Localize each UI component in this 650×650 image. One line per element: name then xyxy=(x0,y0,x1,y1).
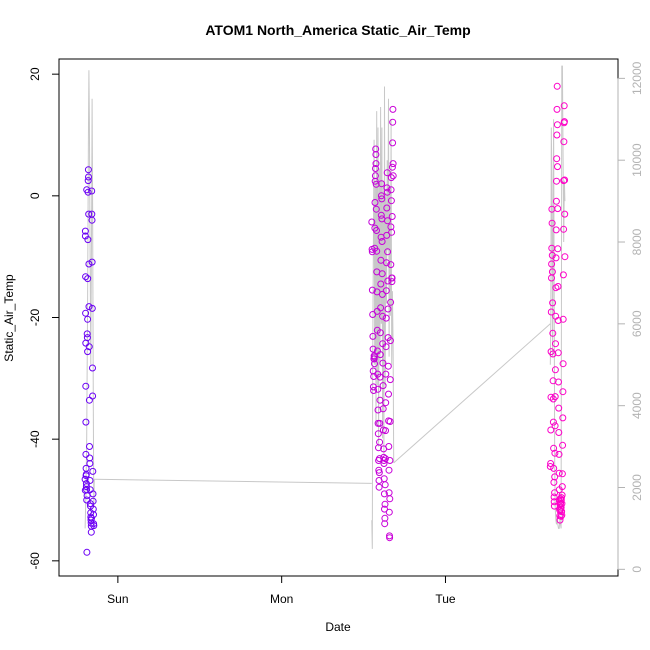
y2-tick-label: 0 xyxy=(630,566,644,573)
y2-tick-label: 2000 xyxy=(630,474,644,501)
y2-tick-label: 12000 xyxy=(630,61,644,95)
y2-tick-label: 10000 xyxy=(630,143,644,177)
x-tick-label: Tue xyxy=(435,592,456,606)
x-tick-label: Sun xyxy=(107,592,128,606)
x-tick-label: Mon xyxy=(270,592,293,606)
x-axis-label: Date xyxy=(325,620,351,634)
y-tick-label: -40 xyxy=(28,430,42,448)
y-axis-label: Static_Air_Temp xyxy=(2,274,16,362)
y-tick-label: 20 xyxy=(28,67,42,81)
y-tick-label: 0 xyxy=(28,192,42,199)
y-tick-label: -20 xyxy=(28,309,42,327)
y2-tick-label: 6000 xyxy=(630,310,644,337)
chart-title: ATOM1 North_America Static_Air_Temp xyxy=(205,22,470,38)
y-tick-label: -60 xyxy=(28,552,42,570)
y2-tick-label: 4000 xyxy=(630,392,644,419)
y2-tick-label: 8000 xyxy=(630,228,644,255)
